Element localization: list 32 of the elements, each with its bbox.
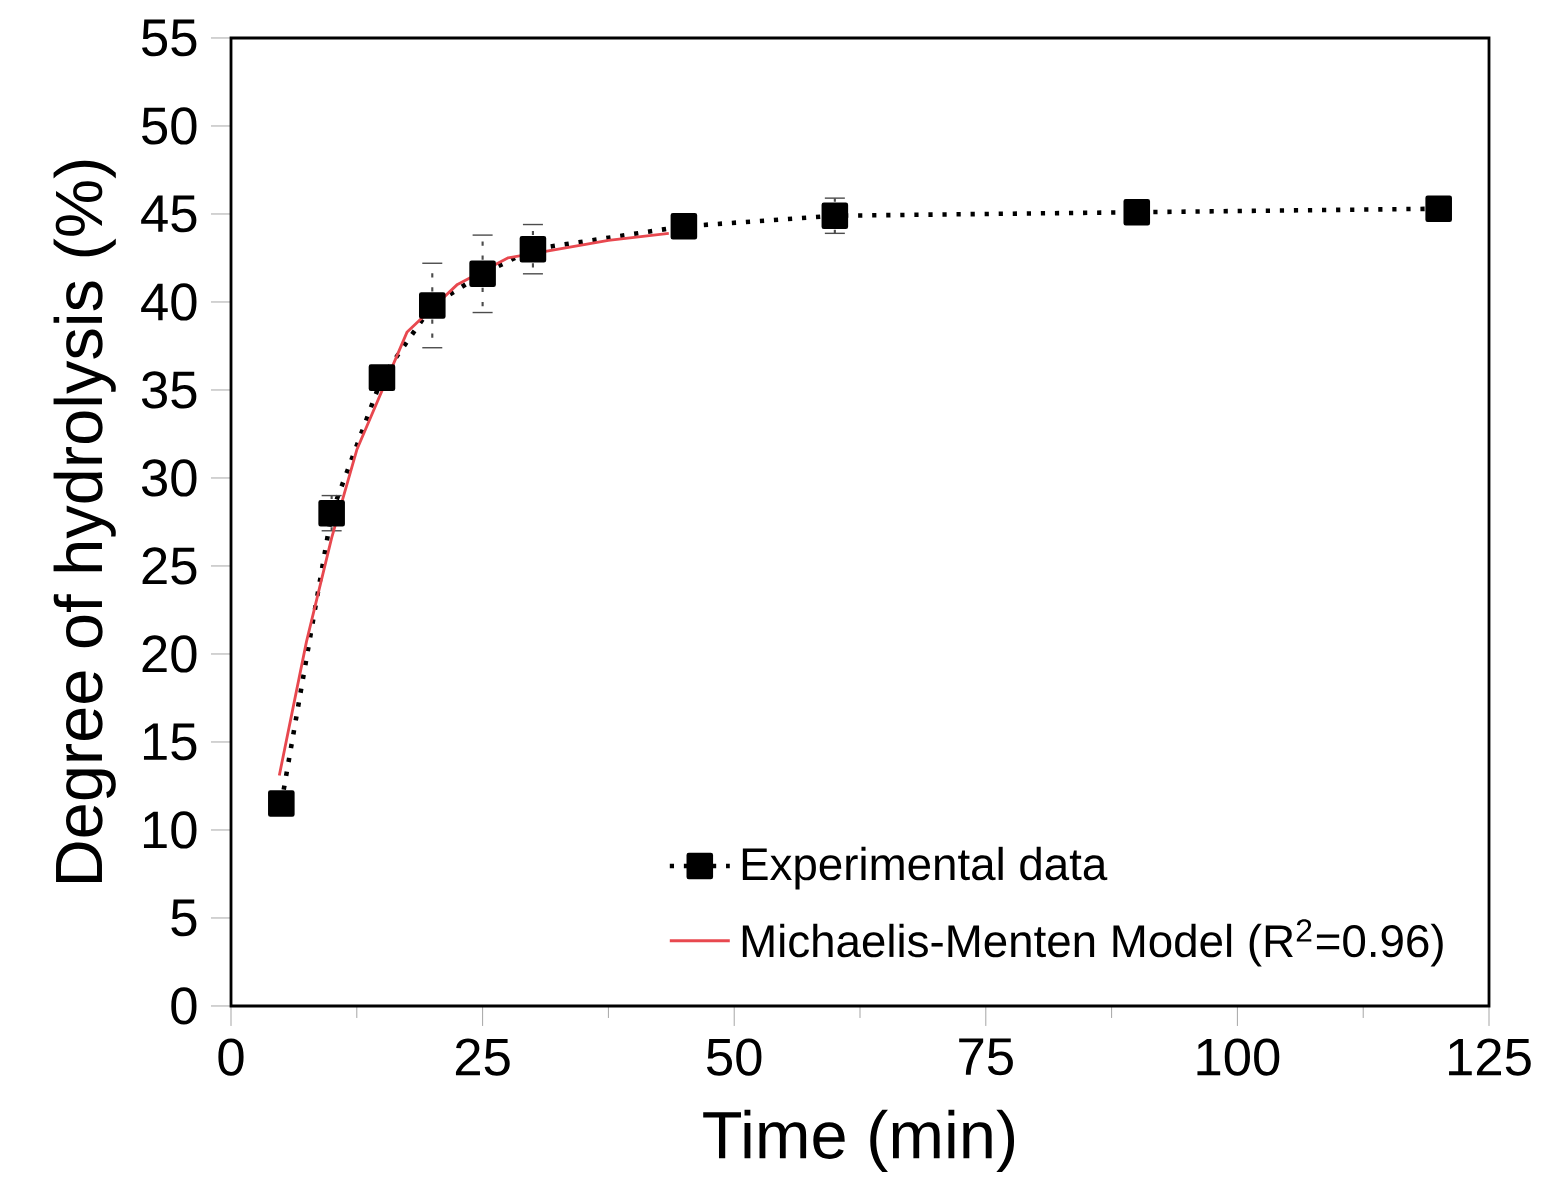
y-tick-label: 15 [143,723,197,761]
x-tick-label: 0 [218,1038,244,1076]
y-tick-label: 25 [142,547,197,585]
point [318,499,345,527]
point [519,235,547,263]
legend-label: Experimental data [742,846,1108,890]
y-axis-title: Degree of hydrolysis (%) [53,160,116,883]
x-tick-label: 25 [455,1038,510,1076]
point [368,364,396,391]
point [1425,195,1452,222]
y-tick-label: 50 [142,107,197,145]
point [1123,198,1151,226]
y-tick-label: 30 [141,459,197,497]
y-tick-label: 0 [171,987,197,1025]
point [418,292,446,319]
x-tick-label: 100 [1197,1038,1280,1076]
y-tick-label: 55 [142,19,197,57]
legend-label: Michaelis-Menten Model (R$^{2}$=0.96) [742,919,1443,967]
point [469,260,496,288]
x-tick-label: 50 [706,1038,762,1076]
point [670,213,698,240]
x-axis-title: Time (min) [703,1109,1015,1173]
point [821,202,849,230]
y-tick-label: 35 [141,371,197,409]
x-tick-label: 75 [959,1038,1013,1076]
y-tick-label: 20 [142,635,197,673]
x-tick-label: 125 [1449,1038,1531,1076]
y-tick-label: 40 [141,283,197,321]
y-tick-label: 45 [141,195,197,233]
y-tick-label: 10 [143,811,197,849]
y-tick-label: 5 [171,899,197,937]
point [268,790,295,817]
